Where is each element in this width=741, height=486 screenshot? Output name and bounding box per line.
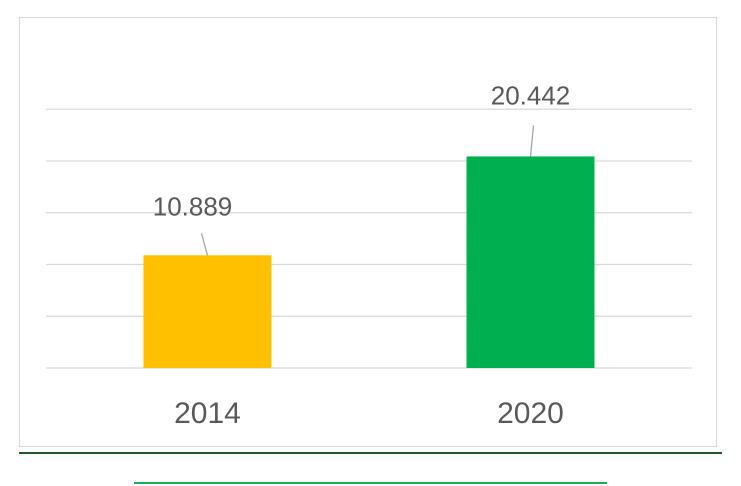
- data-label-leader: [529, 125, 535, 157]
- data-label-2014: 10.889: [153, 191, 233, 221]
- chart-area: 10.889 2014 20.442 2020: [19, 17, 717, 447]
- x-tick-label-2014: 2014: [174, 397, 241, 430]
- bar-chart: 10.889 2014 20.442 2020: [46, 80, 692, 430]
- data-label-leader: [200, 233, 209, 256]
- x-tick-label-2020: 2020: [497, 397, 564, 430]
- bar-2020: [466, 156, 595, 368]
- bottom-divider-line: [19, 452, 722, 454]
- data-label-2020: 20.442: [491, 80, 571, 110]
- bar-2014: [143, 255, 272, 368]
- bottom-accent-line: [134, 482, 607, 484]
